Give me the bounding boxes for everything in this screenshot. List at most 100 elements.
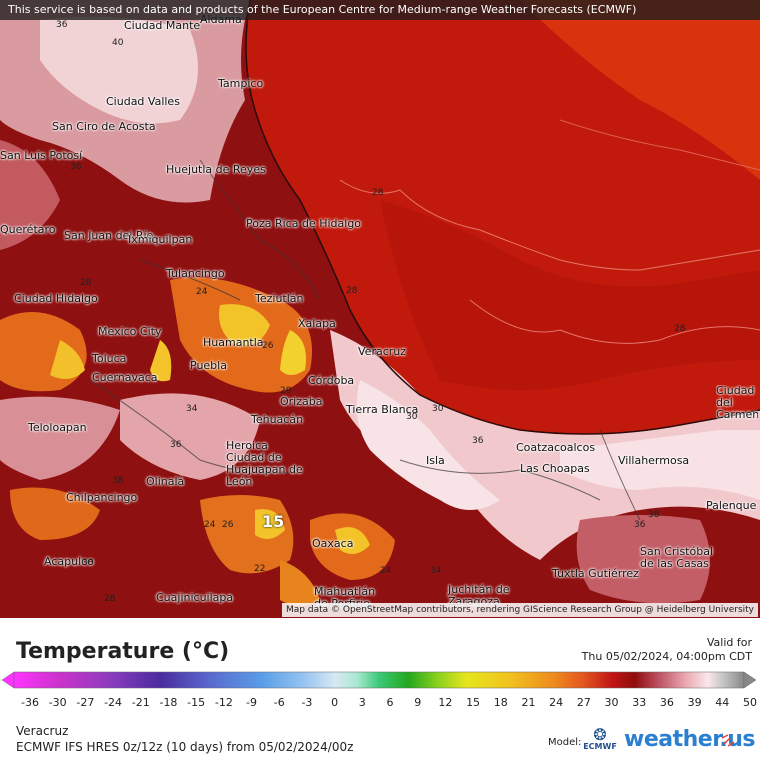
city-label[interactable]: Chilpancingo <box>66 491 138 504</box>
model-run-info: ECMWF IFS HRES 0z/12z (10 days) from 05/… <box>16 740 354 754</box>
isotherm-label: 28 <box>104 594 116 604</box>
isotherm-label: 40 <box>112 38 124 48</box>
city-label[interactable]: Oaxaca <box>312 537 354 550</box>
legend-ticks: -36 -30 -27 -24 -21 -18 -15 -12 -9 -6 -3 0 3 6 9 12 15 18… <box>0 696 760 712</box>
city-label[interactable]: Tulancingo <box>166 267 225 280</box>
isotherm-label: 28 <box>80 278 92 288</box>
isotherm-label: 36 <box>634 520 646 530</box>
legend-title: Temperature (°C) <box>16 639 230 664</box>
city-label[interactable]: Tuxtla Gutiérrez <box>552 567 639 580</box>
city-label[interactable]: Puebla <box>190 359 227 372</box>
legend-tick-label: 50 <box>743 696 757 709</box>
legend-panel <box>0 618 760 760</box>
ecmwf-logo[interactable]: ❂ ECMWF <box>582 727 618 752</box>
legend-tick-label: 9 <box>414 696 422 709</box>
coastline <box>245 0 760 435</box>
weather-us-logo[interactable]: weather.us <box>624 727 756 752</box>
legend-tick-label: 3 <box>358 696 366 709</box>
city-label[interactable]: Poza Rica de Hidalgo <box>246 217 362 230</box>
city-label[interactable]: Palenque <box>706 499 757 512</box>
isotherm-label: 28 <box>346 286 358 296</box>
ecmwf-attribution: This service is based on data and produc… <box>0 0 760 20</box>
legend-tick-label: 36 <box>659 696 674 709</box>
isotherm-label: 20 <box>280 386 292 396</box>
legend-tick-label: 39 <box>687 696 702 709</box>
legend-tick-label: -18 <box>159 696 178 709</box>
isotherm-label: 38 <box>112 476 124 486</box>
city-label[interactable]: Teloloapan <box>28 421 87 434</box>
isotherm-label: 38 <box>82 558 94 568</box>
isotherm-label: 34 <box>186 404 198 414</box>
legend-tick-label: -3 <box>301 696 313 709</box>
sea-isotherm <box>339 179 760 271</box>
isotherm-label: 24 <box>196 287 208 297</box>
legend-tick-label: 6 <box>386 696 394 709</box>
isotherm-label: 36 <box>170 440 182 450</box>
legend-tick-label: -21 <box>131 696 150 709</box>
cool-sea-band <box>380 200 760 390</box>
legend-tick-label: 24 <box>549 696 564 709</box>
city-label[interactable]: Toluca <box>92 352 127 365</box>
city-label[interactable]: Tierra Blanca <box>346 403 419 416</box>
sun-rays-icon <box>721 734 735 747</box>
city-label[interactable]: Coatzacoalcos <box>516 441 596 454</box>
city-label[interactable]: Querétaro <box>0 223 56 236</box>
legend-tick-label: 15 <box>466 696 481 709</box>
legend-tick-label: -36 <box>21 696 39 709</box>
city-label[interactable]: Cuernavaca <box>92 371 158 384</box>
city-label[interactable]: Acapulco <box>44 555 94 568</box>
city-label[interactable]: Heroica Ciudad de Huajuapan de León <box>226 439 303 488</box>
isotherm-label: 15 <box>262 512 285 531</box>
isotherm-label: 28 <box>674 324 686 334</box>
temperature-map[interactable]: Ciudad Mante Aldama Tampico Ciudad Valle… <box>0 0 760 618</box>
isotherm-label: 26 <box>222 520 234 530</box>
mountain-light-region <box>120 393 260 480</box>
legend-tick-label: -9 <box>246 696 258 709</box>
city-label[interactable]: Tampico <box>218 77 264 90</box>
city-label[interactable]: Ciudad Valles <box>106 95 180 108</box>
legend-tick-label: 0 <box>331 696 339 709</box>
isotherm-label: 24 <box>380 566 392 576</box>
legend-tick-label: -27 <box>76 696 95 709</box>
city-label[interactable]: Huejutla de Reyes <box>166 163 266 176</box>
city-label[interactable]: Ciudad Mante <box>124 19 201 32</box>
legend-tick-label: -15 <box>187 696 206 709</box>
legend-tick-label: -12 <box>214 696 233 709</box>
city-label[interactable]: Ixmiquilpan <box>128 233 193 246</box>
city-label[interactable]: San Ciro de Acosta <box>52 120 156 133</box>
city-label[interactable]: San Cristóbal de las Casas <box>640 545 714 570</box>
state-borders <box>89 159 641 521</box>
legend-tick-label: 30 <box>604 696 619 709</box>
isotherm-label: 30 <box>406 412 418 422</box>
city-label[interactable]: Mexico City <box>98 325 162 338</box>
region-name: Veracruz <box>16 724 69 738</box>
city-label[interactable]: San Juan del Río <box>64 229 154 242</box>
city-label[interactable]: Huamantla <box>203 336 264 349</box>
legend-tick-label: -30 <box>48 696 67 709</box>
map-data-attribution[interactable]: Map data © OpenStreetMap contributors, r… <box>282 603 758 617</box>
city-label[interactable]: San Luis Potosí <box>0 149 83 162</box>
legend-tick-label: 27 <box>576 696 591 709</box>
city-label[interactable]: Olinalá <box>146 475 185 488</box>
city-label[interactable]: Cuajinicuilapa <box>156 591 234 604</box>
legend-tick-label: -6 <box>273 696 285 709</box>
city-label[interactable]: Xalapa <box>298 317 336 330</box>
city-label[interactable]: Córdoba <box>308 374 355 387</box>
city-label[interactable]: Villahermosa <box>618 454 690 467</box>
legend-tick-label: 18 <box>493 696 508 709</box>
city-label[interactable]: Isla <box>426 454 445 467</box>
isotherm-label: 36 <box>70 162 82 172</box>
legend-tick-label: -24 <box>104 696 123 709</box>
legend-tick-label: 44 <box>715 696 730 709</box>
city-label[interactable]: Las Choapas <box>520 462 590 475</box>
city-label[interactable]: Teziutlán <box>255 292 304 305</box>
city-label[interactable]: Tehuacán <box>251 413 304 426</box>
city-label[interactable]: Orizaba <box>280 395 323 408</box>
map-canvas <box>0 0 760 618</box>
city-label[interactable]: Ciudad Hidalgo <box>14 292 98 305</box>
model-label: Model: <box>548 737 582 748</box>
isotherm-label: 38 <box>648 510 660 520</box>
city-label[interactable]: Ciudad del Carmen <box>716 385 758 421</box>
valid-time: Thu 05/02/2024, 04:00pm CDT <box>581 650 752 663</box>
city-label[interactable]: Veracruz <box>358 345 407 358</box>
